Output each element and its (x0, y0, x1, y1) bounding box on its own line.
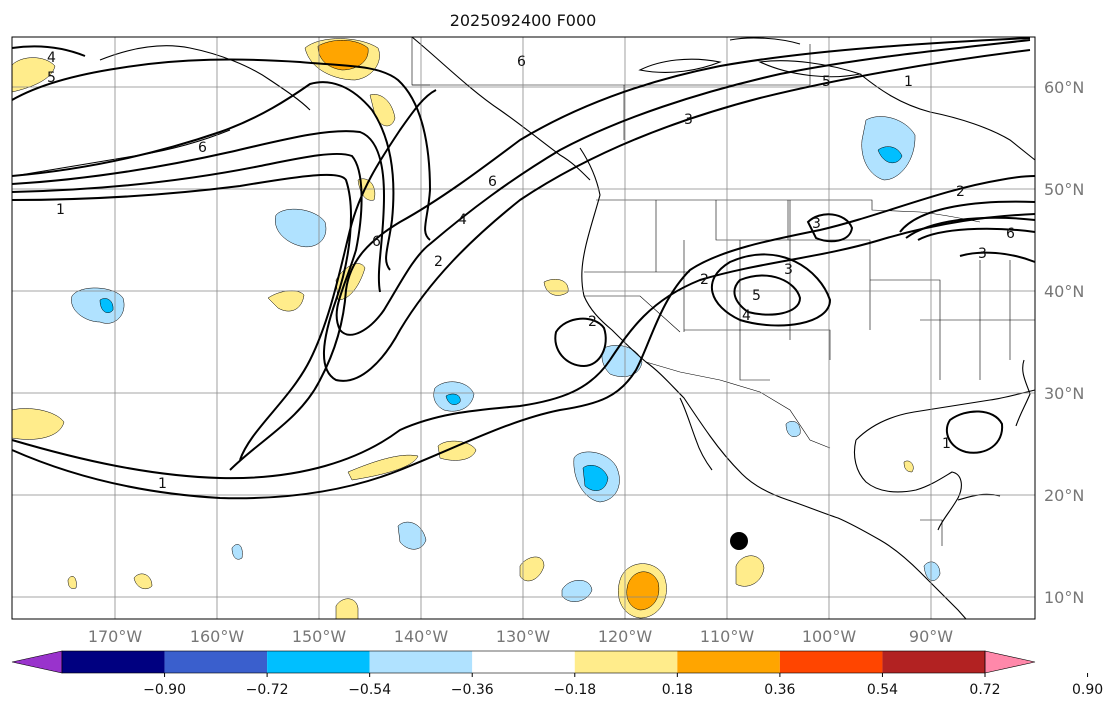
colorbar-ticks: −0.90 −0.72 −0.54 −0.36 −0.18 0.18 0.36 0.54 0.7… (143, 673, 1103, 698)
colorbar-segment (677, 651, 780, 673)
colorbar-tick-label: 0.90 (1072, 682, 1103, 698)
colorbar-segment (267, 651, 370, 673)
colorbar-tick-label: 0.36 (764, 682, 795, 698)
longitude-labels: 170°W 160°W 150°W 140°W 130°W 120°W 110°… (88, 627, 953, 646)
lon-label: 90°W (909, 627, 953, 646)
lon-label: 150°W (292, 627, 347, 646)
colorbar-tick-label: 0.72 (969, 682, 1000, 698)
latitude-labels: 60°N 50°N 40°N 30°N 20°N 10°N (1044, 78, 1084, 607)
colorbar-tick-label: 0.54 (867, 682, 898, 698)
contour-label: 4 (458, 212, 467, 228)
map-panel: 4 5 6 6 3 5 1 6 1 6 4 2 2 3 3 2 4 5 2 6 … (11, 36, 1036, 620)
colorbar-segment (882, 651, 985, 673)
lon-label: 130°W (496, 627, 551, 646)
colorbar-segment (574, 651, 678, 673)
contour-label: 2 (700, 272, 709, 288)
contour-label: 3 (684, 112, 693, 128)
contour-labels: 4 5 6 6 3 5 1 6 1 6 4 2 2 3 3 2 4 5 2 6 … (47, 50, 1015, 492)
contour-label: 5 (822, 74, 831, 90)
colorbar-segment (62, 651, 165, 673)
colorbar-segments (11, 650, 1036, 674)
colorbar-outline (61, 650, 986, 674)
contour-label: 2 (434, 254, 443, 270)
lat-label: 50°N (1044, 180, 1084, 199)
contour-label: 6 (198, 140, 207, 156)
colorbar-segment (472, 651, 575, 673)
colorbar-tick-label: −0.54 (348, 682, 391, 698)
contour-label: 5 (752, 288, 761, 304)
lon-label: 140°W (394, 627, 449, 646)
shaded-anomalies (11, 38, 941, 620)
colorbar-tick-label: −0.18 (553, 682, 596, 698)
map-title: 2025092400 F000 (450, 11, 597, 30)
gridlines (12, 37, 1035, 619)
colorbar-tick-label: 0.18 (662, 682, 693, 698)
contour-label: 4 (47, 50, 56, 66)
colorbar-tick-label: −0.72 (246, 682, 289, 698)
colorbar-extend-low (11, 650, 63, 674)
contour-label: 2 (588, 314, 597, 330)
lat-label: 10°N (1044, 588, 1084, 607)
contour-label: 1 (904, 74, 913, 90)
lon-label: 160°W (190, 627, 245, 646)
contour-label: 1 (158, 476, 167, 492)
contour-lines (11, 37, 1036, 500)
contour-label: 4 (742, 308, 751, 324)
lon-label: 170°W (88, 627, 143, 646)
lon-label: 110°W (700, 627, 755, 646)
lat-label: 20°N (1044, 486, 1084, 505)
contour-label: 6 (488, 174, 497, 190)
contour-label: 5 (47, 70, 56, 86)
lat-label: 40°N (1044, 282, 1084, 301)
colorbar: −0.90 −0.72 −0.54 −0.36 −0.18 0.18 0.36 0.54 0.7… (11, 650, 1103, 698)
colorbar-tick-label: −0.90 (143, 682, 186, 698)
contour-label: 6 (372, 234, 381, 250)
contour-label: 6 (1006, 226, 1015, 242)
colorbar-extend-high (984, 650, 1036, 674)
location-marker (730, 532, 748, 550)
contour-label: 6 (517, 54, 526, 70)
colorbar-tick-label: −0.36 (451, 682, 494, 698)
contour-label: 3 (784, 262, 793, 278)
colorbar-segment (164, 651, 268, 673)
contour-label: 3 (978, 246, 987, 262)
contour-label: 1 (942, 436, 951, 452)
colorbar-segment (779, 651, 883, 673)
colorbar-segment (369, 651, 473, 673)
lat-label: 30°N (1044, 384, 1084, 403)
contour-label: 2 (956, 184, 965, 200)
lon-label: 100°W (802, 627, 857, 646)
lon-label: 120°W (598, 627, 653, 646)
contour-label: 1 (56, 202, 65, 218)
lat-label: 60°N (1044, 78, 1084, 97)
contour-label: 3 (812, 216, 821, 232)
